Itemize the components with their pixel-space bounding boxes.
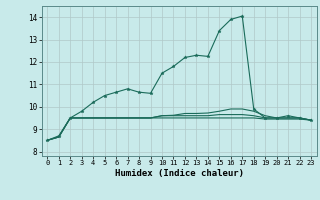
X-axis label: Humidex (Indice chaleur): Humidex (Indice chaleur) <box>115 169 244 178</box>
